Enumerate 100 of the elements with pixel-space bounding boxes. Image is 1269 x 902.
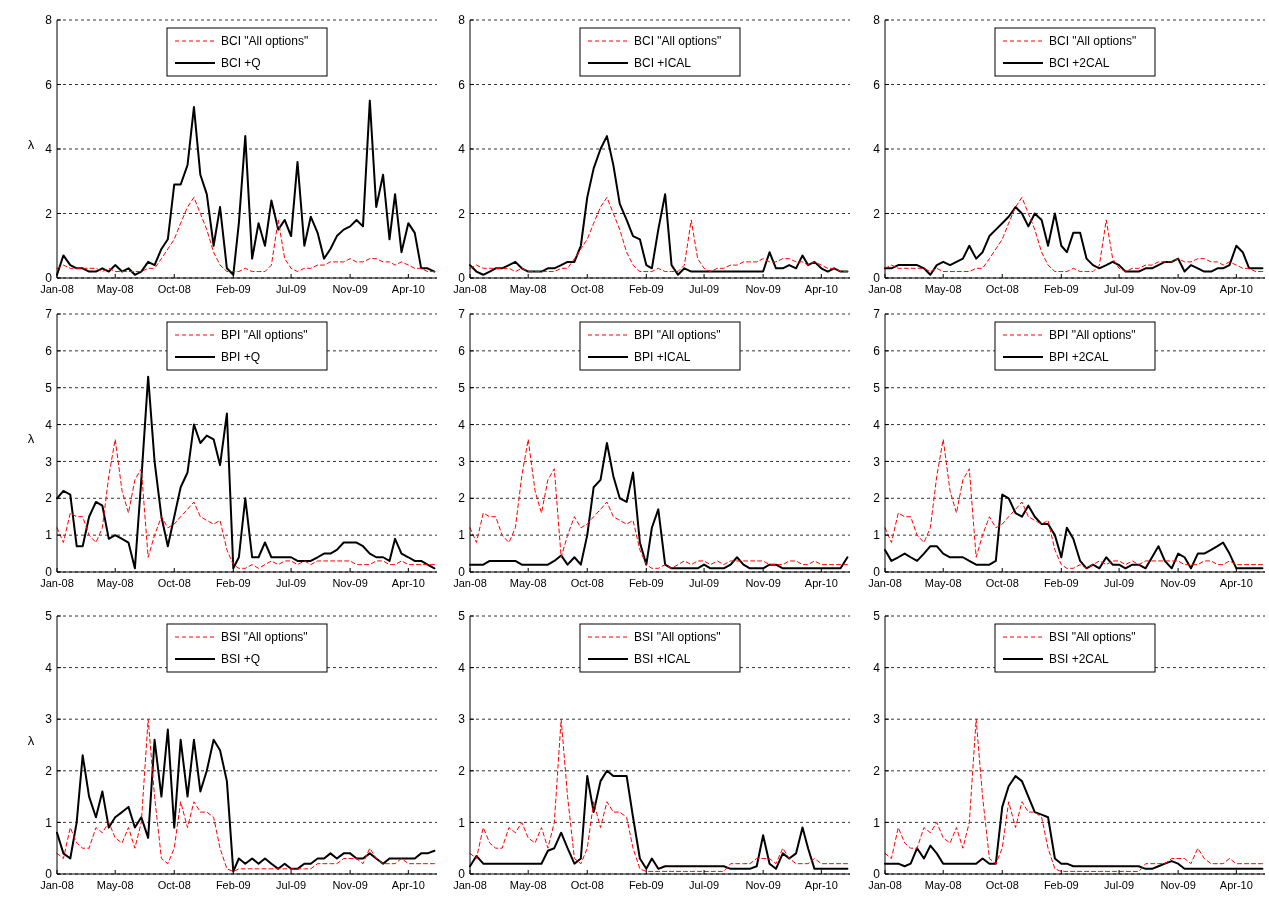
y-tick-label: 6 [458, 344, 466, 359]
x-tick-label: Nov-09 [332, 577, 368, 589]
y-tick-label: 5 [873, 609, 881, 624]
legend-label: BCI +2CAL [1049, 56, 1110, 71]
y-tick-label: 4 [45, 660, 53, 675]
line-series [469, 196, 848, 273]
legend-label: BCI "All options" [634, 34, 722, 49]
y-tick-label: 2 [873, 206, 881, 221]
y-tick-label: 3 [458, 712, 466, 727]
x-tick-label: May-08 [509, 879, 547, 891]
legend-label: BCI "All options" [221, 34, 309, 49]
x-tick-label: May-08 [924, 283, 962, 295]
y-tick-label: 5 [458, 609, 466, 624]
y-tick-label: 2 [458, 206, 466, 221]
x-tick-label: May-08 [96, 283, 134, 295]
x-tick-label: Nov-09 [745, 577, 781, 589]
y-tick-label: 5 [45, 380, 53, 395]
line-series [884, 438, 1263, 569]
x-tick-label: Apr-10 [391, 283, 425, 295]
legend-label: BSI +2CAL [1049, 652, 1110, 667]
y-tick-label: 3 [458, 454, 466, 469]
y-tick-label: 2 [458, 764, 466, 778]
x-tick-label: Oct-08 [570, 879, 604, 891]
x-tick-label: Oct-08 [985, 879, 1019, 891]
y-tick-label: 2 [873, 764, 881, 778]
legend-label: BSI +Q [221, 652, 261, 667]
y-tick-label: 0 [873, 565, 881, 580]
x-tick-label: Nov-09 [1160, 577, 1196, 589]
x-tick-label: Feb-09 [1043, 283, 1079, 295]
y-tick-label: 4 [45, 417, 53, 432]
y-tick-label: 5 [45, 609, 53, 624]
x-tick-label: Jul-09 [276, 879, 307, 891]
x-tick-label: Feb-09 [628, 577, 664, 589]
x-tick-label: Jan-08 [453, 283, 487, 295]
y-tick-label: 7 [45, 307, 53, 322]
x-tick-label: Apr-10 [1219, 879, 1253, 891]
x-tick-label: Apr-10 [804, 283, 838, 295]
x-tick-label: Jul-09 [276, 577, 307, 589]
y-tick-label: 4 [873, 417, 881, 432]
legend-label: BCI +Q [221, 56, 261, 71]
x-tick-label: Feb-09 [1043, 577, 1079, 589]
x-tick-label: Jan-08 [453, 879, 487, 891]
x-tick-label: Jul-09 [689, 283, 720, 295]
x-tick-label: Feb-09 [1043, 879, 1079, 891]
legend-label: BPI +ICAL [634, 350, 691, 365]
y-tick-label: 0 [458, 867, 466, 882]
x-tick-label: Apr-10 [804, 577, 838, 589]
y-tick-label: 2 [458, 491, 466, 506]
x-tick-label: Jan-08 [453, 577, 487, 589]
x-tick-label: Nov-09 [745, 879, 781, 891]
x-tick-label: Oct-08 [157, 879, 191, 891]
y-tick-label: 2 [45, 764, 53, 778]
y-tick-label: 4 [873, 142, 881, 157]
x-tick-label: Jan-08 [868, 879, 902, 891]
x-tick-label: Apr-10 [391, 879, 425, 891]
y-tick-label: 8 [458, 13, 466, 28]
y-tick-label: 5 [458, 380, 466, 395]
y-tick-label: 8 [45, 13, 53, 28]
legend-label: BPI "All options" [1049, 328, 1136, 343]
x-tick-label: Nov-09 [745, 283, 781, 295]
x-tick-label: Jan-08 [40, 283, 74, 295]
legend-label: BPI "All options" [221, 328, 308, 343]
x-tick-label: Jul-09 [689, 879, 720, 891]
y-tick-label: 6 [45, 344, 53, 359]
y-tick-label: 4 [458, 142, 466, 157]
x-tick-label: Nov-09 [332, 879, 368, 891]
y-tick-label: 1 [458, 528, 466, 543]
x-tick-label: Apr-10 [804, 879, 838, 891]
y-tick-label: 1 [45, 815, 53, 830]
x-tick-label: Oct-08 [985, 283, 1019, 295]
x-tick-label: May-08 [509, 577, 547, 589]
y-tick-label: 0 [45, 271, 53, 286]
x-tick-label: Oct-08 [985, 577, 1019, 589]
y-tick-label: 0 [873, 867, 881, 882]
y-tick-label: 0 [458, 565, 466, 580]
x-tick-label: Oct-08 [570, 577, 604, 589]
y-tick-label: 2 [45, 206, 53, 221]
y-tick-label: 1 [45, 528, 53, 543]
y-tick-label: 4 [458, 417, 466, 432]
y-tick-label: 3 [873, 454, 881, 469]
x-tick-label: May-08 [924, 577, 962, 589]
x-tick-label: Oct-08 [157, 577, 191, 589]
legend-label: BSI "All options" [221, 630, 308, 645]
x-tick-label: Apr-10 [1219, 577, 1253, 589]
legend-label: BSI +ICAL [634, 652, 691, 667]
y-axis-title: λ [27, 733, 35, 748]
x-tick-label: Jan-08 [868, 577, 902, 589]
y-tick-label: 6 [873, 77, 881, 92]
y-axis-title: λ [27, 431, 35, 446]
line-series [56, 196, 435, 273]
x-tick-label: Jul-09 [1104, 577, 1135, 589]
legend-label: BSI "All options" [634, 630, 721, 645]
x-tick-label: Jul-09 [276, 283, 307, 295]
x-tick-label: Jan-08 [40, 577, 74, 589]
x-tick-label: Feb-09 [628, 879, 664, 891]
x-tick-label: May-08 [96, 577, 134, 589]
y-tick-label: 7 [458, 307, 466, 322]
y-tick-label: 4 [873, 660, 881, 675]
y-tick-label: 0 [873, 271, 881, 286]
y-tick-label: 5 [873, 380, 881, 395]
